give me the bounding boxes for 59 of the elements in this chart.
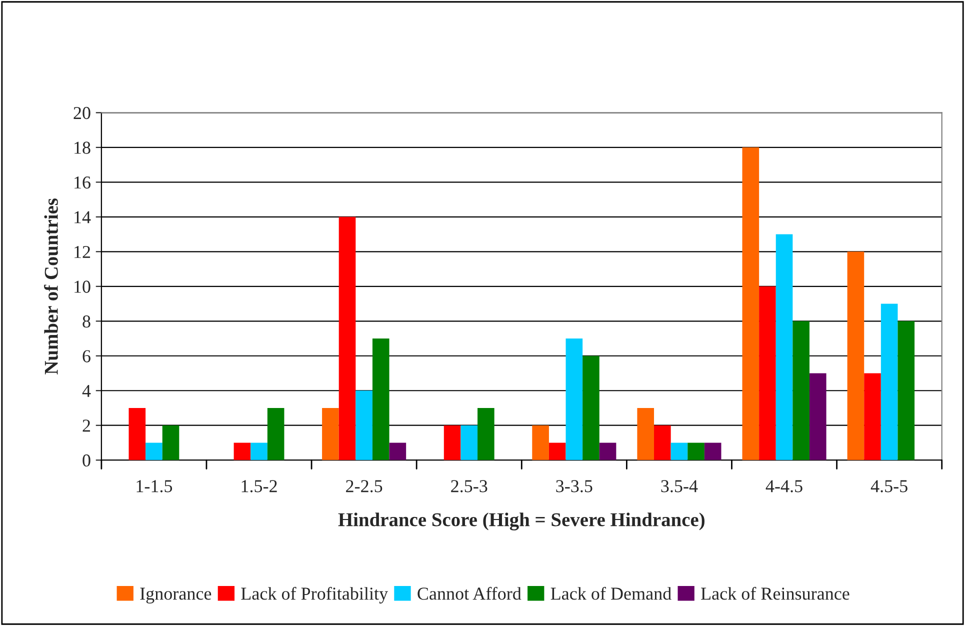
bar: [372, 338, 390, 460]
x-tick-label: 3.5-4: [661, 480, 698, 492]
bar: [704, 442, 722, 460]
bar: [864, 373, 881, 460]
y-tick-label: 18: [74, 142, 90, 154]
bar: [234, 442, 251, 460]
y-tick-label: 16: [74, 176, 90, 189]
y-tick-label: 14: [74, 211, 91, 224]
bar: [250, 442, 268, 460]
bar: [847, 252, 864, 460]
bar: [582, 356, 600, 460]
y-tick-label: 6: [82, 350, 90, 362]
bar: [776, 234, 793, 460]
legend-label: Lack of Reinsurance: [701, 586, 850, 600]
legend-label: Lack of Demand: [550, 586, 672, 600]
bar: [688, 442, 704, 460]
bar: [444, 425, 461, 460]
x-tick-label: 4.5-5: [870, 480, 908, 492]
legend-label: Ignorance: [140, 588, 212, 604]
x-tick-label: 2-2.5: [346, 480, 382, 492]
bar: [898, 321, 915, 460]
bar: [267, 408, 284, 460]
x-tick-label: 2.5-3: [451, 480, 488, 492]
x-tick-label: 1-1.5: [136, 480, 172, 492]
y-tick-label: 4: [82, 385, 91, 397]
bar: [532, 425, 549, 460]
bar: [356, 390, 372, 460]
x-tick-label: 3-3.5: [556, 480, 592, 492]
bar: [792, 321, 810, 460]
bar: [128, 408, 146, 460]
x-axis-title: Hindrance Score (High = Severe Hindrance): [338, 512, 704, 530]
bar: [759, 286, 776, 460]
bar: [478, 408, 494, 460]
y-tick-label: 0: [82, 454, 90, 467]
legend-label: Lack of Profitability: [241, 586, 388, 604]
bar: [389, 442, 406, 460]
bar: [670, 442, 688, 460]
y-tick-label: 10: [74, 280, 90, 293]
bar: [742, 147, 760, 460]
bar: [162, 425, 180, 460]
y-tick-label: 8: [82, 315, 90, 328]
y-tick-label: 2: [82, 420, 90, 432]
bar: [548, 442, 566, 460]
y-tick-label: 12: [74, 246, 90, 258]
bar: [460, 425, 478, 460]
bar: [637, 408, 654, 460]
bar: [146, 442, 162, 460]
bar: [599, 442, 616, 460]
bar: [566, 338, 583, 460]
bar: [338, 216, 356, 460]
y-tick-label: 20: [74, 106, 90, 120]
legend-label: Cannot Afford: [418, 586, 522, 600]
bar: [880, 304, 898, 460]
x-tick-label: 1.5-2: [242, 480, 277, 492]
bar: [654, 425, 671, 460]
y-axis-title: Number of Countries: [44, 198, 58, 374]
bar: [322, 408, 339, 460]
bar: [809, 373, 826, 460]
x-tick-label: 4-4.5: [766, 480, 802, 492]
